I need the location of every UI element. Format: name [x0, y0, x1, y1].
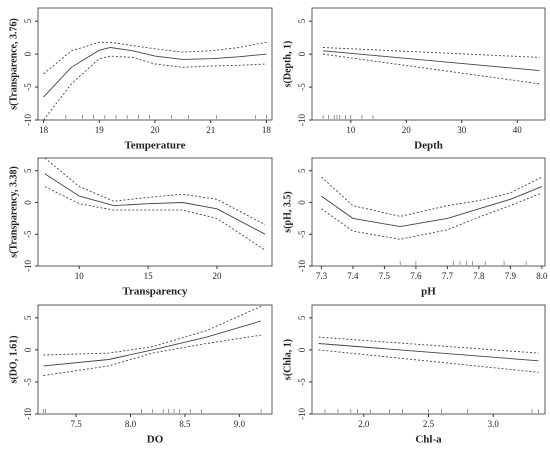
x-tick-label: 7.8	[473, 271, 485, 281]
x-tick-label: 20	[402, 125, 412, 135]
y-axis-label: s(DO, 1.61)	[8, 335, 19, 383]
x-axis-label: pH	[421, 286, 436, 298]
smooth-line	[44, 157, 266, 226]
y-tick-label: -10	[297, 408, 307, 420]
y-tick-label: 0	[23, 51, 33, 56]
y-tick-label: -10	[23, 408, 33, 420]
smooth-line	[43, 55, 267, 121]
x-tick-label: 15	[144, 271, 154, 281]
smooth-line	[44, 186, 266, 251]
y-tick-label: -5	[23, 83, 33, 91]
y-tick-label: 5	[297, 315, 307, 320]
y-axis-label: s(Chla, 1)	[282, 339, 293, 380]
x-axis-label: Chl-a	[415, 434, 442, 446]
y-tick-label: 0	[297, 347, 307, 352]
y-axis-label: s(Transparency, 3.38)	[8, 166, 19, 258]
y-tick-label: 5	[297, 168, 307, 173]
x-tick-label: 21	[206, 125, 215, 135]
y-tick-label: -10	[23, 114, 33, 126]
x-tick-label: 20	[151, 125, 161, 135]
x-tick-label: 2.5	[423, 419, 435, 429]
y-tick-label: -10	[297, 114, 307, 126]
x-tick-label: 3.0	[488, 419, 500, 429]
x-tick-label: 30	[457, 125, 467, 135]
x-tick-label: 10	[75, 271, 85, 281]
smooth-line	[321, 186, 543, 228]
y-axis-label: s(pH, 3.5)	[282, 191, 293, 232]
x-tick-label: 8.0	[125, 419, 137, 429]
y-tick-label: 5	[23, 168, 33, 173]
plot-frame	[311, 304, 546, 415]
x-tick-label: 7.5	[70, 419, 82, 429]
y-axis-label: s(Depth, 1)	[282, 41, 293, 88]
smooth-line	[321, 176, 543, 217]
plot-frame	[311, 157, 546, 267]
x-tick-label: 10	[346, 125, 356, 135]
y-axis-label: s(Transparence, 3.76)	[8, 18, 19, 110]
x-tick-label: 40	[513, 125, 523, 135]
x-tick-label: 7.3	[316, 271, 328, 281]
y-tick-label: -5	[297, 83, 307, 91]
y-tick-label: -10	[297, 260, 307, 272]
x-tick-label: 18	[262, 125, 272, 135]
x-tick-label: 7.4	[347, 271, 359, 281]
y-tick-label: 0	[297, 200, 307, 205]
y-tick-label: -5	[297, 230, 307, 238]
x-tick-label: 18	[39, 125, 49, 135]
smooth-line	[43, 334, 262, 376]
smooth-line	[43, 305, 262, 356]
smooth-line	[323, 47, 540, 58]
y-tick-label: -5	[297, 378, 307, 386]
x-tick-label: 2.0	[358, 419, 370, 429]
x-tick-label: 8.5	[179, 419, 191, 429]
smooth-line	[43, 320, 262, 367]
plot-frame	[311, 7, 546, 121]
x-tick-label: 7.6	[410, 271, 422, 281]
x-axis-label: Temperature	[124, 140, 185, 152]
smooth-line	[43, 41, 267, 75]
smooth-line	[323, 53, 540, 85]
x-tick-label: 9.0	[234, 419, 246, 429]
x-tick-label: 7.5	[379, 271, 391, 281]
smooth-line	[44, 173, 266, 235]
smooth-line	[318, 349, 539, 373]
plot-frame	[37, 304, 273, 415]
x-tick-label: 19	[95, 125, 105, 135]
x-axis-label: Depth	[414, 140, 443, 152]
smooth-line	[318, 336, 539, 354]
x-tick-label: 7.7	[442, 271, 454, 281]
y-tick-label: -5	[23, 230, 33, 238]
x-tick-label: 20	[212, 271, 222, 281]
smooth-line	[323, 50, 540, 72]
x-tick-label: 7.9	[505, 271, 517, 281]
y-tick-label: 0	[23, 200, 33, 205]
y-tick-label: -5	[23, 378, 33, 386]
plot-frame	[37, 157, 273, 267]
x-axis-label: Transparency	[123, 286, 188, 298]
smooth-line	[43, 47, 267, 98]
smooth-line	[318, 343, 539, 362]
y-tick-label: 0	[297, 51, 307, 56]
x-axis-label: DO	[147, 434, 164, 446]
y-tick-label: -10	[23, 260, 33, 272]
x-tick-label: 8.0	[536, 271, 548, 281]
y-tick-label: 5	[297, 18, 307, 23]
y-tick-label: 5	[23, 18, 33, 23]
y-tick-label: 5	[23, 315, 33, 320]
y-tick-label: 0	[23, 347, 33, 352]
